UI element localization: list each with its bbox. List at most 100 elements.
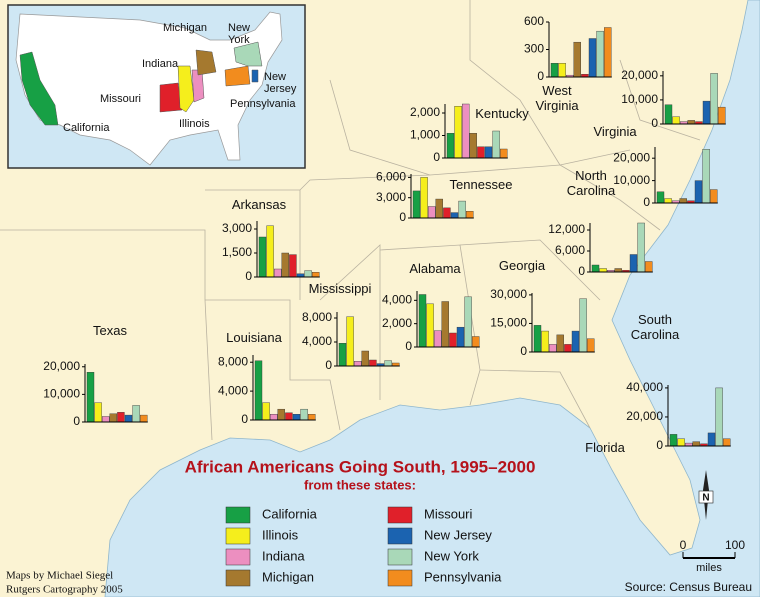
state-label: Georgia bbox=[498, 258, 546, 273]
bar bbox=[277, 408, 285, 421]
bar bbox=[664, 198, 672, 204]
tick-label: 0 bbox=[433, 150, 440, 164]
bar bbox=[588, 38, 597, 78]
mini-chart: 0 300 600 bbox=[524, 14, 612, 83]
bar bbox=[450, 212, 459, 219]
bar bbox=[687, 120, 695, 125]
inset-state bbox=[195, 49, 217, 76]
bar bbox=[101, 416, 110, 423]
bar bbox=[308, 414, 316, 421]
state-label: West Virginia bbox=[535, 83, 579, 113]
inset-label: New York bbox=[228, 22, 250, 46]
state-label: North Carolina bbox=[566, 168, 616, 198]
tick-label: 10,000 bbox=[621, 92, 658, 106]
inset-label: California bbox=[63, 122, 110, 134]
bar bbox=[446, 133, 455, 159]
north-label: N bbox=[702, 493, 709, 504]
bar bbox=[599, 268, 607, 273]
legend-label: Indiana bbox=[262, 548, 305, 563]
bar bbox=[573, 41, 581, 78]
mini-chart: 0 6,000 12,000 bbox=[548, 222, 653, 278]
bar bbox=[550, 63, 559, 78]
tick-label: 1,000 bbox=[410, 128, 440, 142]
tick-label: 0 bbox=[643, 195, 650, 209]
bar bbox=[669, 434, 678, 447]
bar bbox=[571, 330, 580, 353]
tick-label: 2,000 bbox=[410, 105, 440, 119]
bar bbox=[281, 252, 289, 278]
bar bbox=[558, 63, 566, 78]
credit: Maps by Michael Siegel bbox=[6, 570, 113, 582]
tick-label: 12,000 bbox=[548, 222, 585, 236]
bar bbox=[587, 338, 595, 353]
bar bbox=[139, 414, 148, 423]
bar bbox=[637, 222, 645, 273]
inset-label: Missouri bbox=[100, 93, 141, 105]
bar bbox=[694, 180, 703, 204]
state-label: Alabama bbox=[409, 261, 461, 276]
bar bbox=[596, 30, 604, 78]
bar bbox=[564, 344, 572, 353]
tick-label: 0 bbox=[537, 69, 544, 83]
bar bbox=[292, 414, 301, 421]
north-box bbox=[698, 490, 714, 504]
bar bbox=[692, 441, 700, 447]
bar bbox=[109, 413, 118, 423]
bar bbox=[500, 148, 508, 159]
state-label: Tennessee bbox=[449, 177, 513, 192]
tick-label: 30,000 bbox=[490, 287, 527, 301]
tick-label: 6,000 bbox=[376, 170, 406, 184]
tick-label: 20,000 bbox=[626, 409, 663, 423]
tick-label: 4,000 bbox=[382, 293, 412, 307]
bar bbox=[124, 414, 133, 423]
bar bbox=[472, 336, 480, 348]
tick-label: 10,000 bbox=[613, 173, 650, 187]
inset-label: Michigan bbox=[163, 22, 207, 34]
inset-state bbox=[177, 65, 195, 113]
legend-subtitle: from these states: bbox=[304, 477, 416, 492]
bar bbox=[346, 316, 354, 367]
bar bbox=[702, 149, 710, 204]
tick-label: 0 bbox=[399, 210, 406, 224]
bar bbox=[304, 270, 312, 278]
bar bbox=[86, 372, 95, 423]
tick-label: 600 bbox=[524, 14, 544, 28]
tick-label: 300 bbox=[524, 42, 544, 56]
tick-label: 0 bbox=[325, 358, 332, 372]
bar bbox=[254, 360, 263, 421]
bar bbox=[556, 334, 564, 353]
bar bbox=[579, 298, 587, 353]
bar bbox=[132, 405, 140, 423]
state-label: Kentucky bbox=[475, 106, 529, 121]
bar bbox=[443, 207, 451, 219]
mini-chart: 0 10,000 20,000 bbox=[621, 68, 726, 130]
bar bbox=[354, 361, 362, 367]
bar bbox=[629, 254, 638, 273]
inset-label: New Jersey bbox=[264, 71, 297, 95]
bar bbox=[614, 268, 622, 273]
mini-chart: 0 4,000 8,000 bbox=[302, 310, 400, 372]
state-label: Mississippi bbox=[308, 281, 372, 296]
tick-label: 0 bbox=[651, 116, 658, 130]
legend-label: Michigan bbox=[262, 569, 314, 584]
bar bbox=[434, 330, 442, 348]
legend-swatch bbox=[387, 527, 413, 545]
bar bbox=[369, 359, 377, 367]
tick-label: 0 bbox=[520, 344, 527, 358]
scale-label: 100 bbox=[725, 538, 745, 552]
bar bbox=[533, 325, 542, 353]
bar bbox=[266, 225, 274, 278]
bar bbox=[274, 268, 282, 278]
bar bbox=[285, 412, 293, 421]
inset-state bbox=[233, 41, 263, 67]
mini-chart: 0 2,000 4,000 bbox=[382, 291, 480, 353]
bar bbox=[549, 344, 557, 353]
tick-label: 20,000 bbox=[621, 68, 658, 82]
tick-label: 4,000 bbox=[218, 383, 248, 397]
mini-chart: 0 4,000 8,000 bbox=[218, 354, 316, 426]
bar bbox=[718, 106, 726, 125]
bar bbox=[454, 106, 462, 159]
bar bbox=[312, 272, 320, 278]
